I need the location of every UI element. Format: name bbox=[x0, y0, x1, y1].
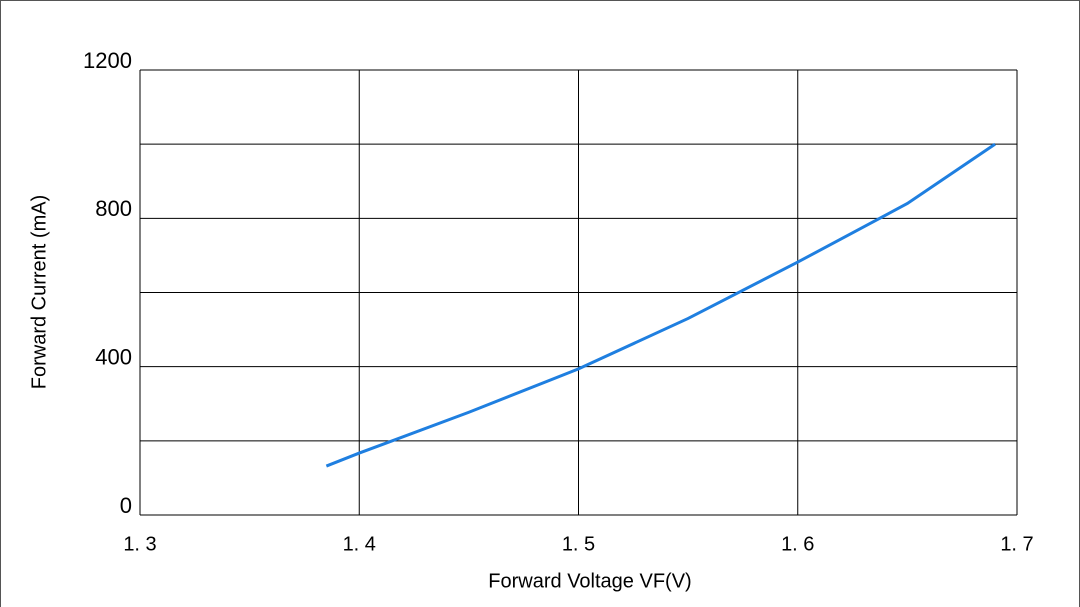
y-tick-label: 1200 bbox=[83, 48, 132, 73]
x-tick-label: 1. 3 bbox=[123, 533, 156, 555]
x-tick-label: 1. 5 bbox=[562, 533, 595, 555]
x-axis-label: Forward Voltage VF(V) bbox=[488, 570, 691, 592]
y-axis-label: Forward Current (mA) bbox=[28, 195, 50, 389]
x-tick-label: 1. 4 bbox=[343, 533, 376, 555]
x-tick-label: 1. 6 bbox=[781, 533, 814, 555]
y-tick-label: 0 bbox=[120, 493, 132, 518]
y-tick-label: 800 bbox=[95, 196, 132, 221]
data-line bbox=[325, 142, 996, 468]
x-tick-label: 1. 7 bbox=[1000, 533, 1033, 555]
y-tick-label: 400 bbox=[95, 344, 132, 369]
